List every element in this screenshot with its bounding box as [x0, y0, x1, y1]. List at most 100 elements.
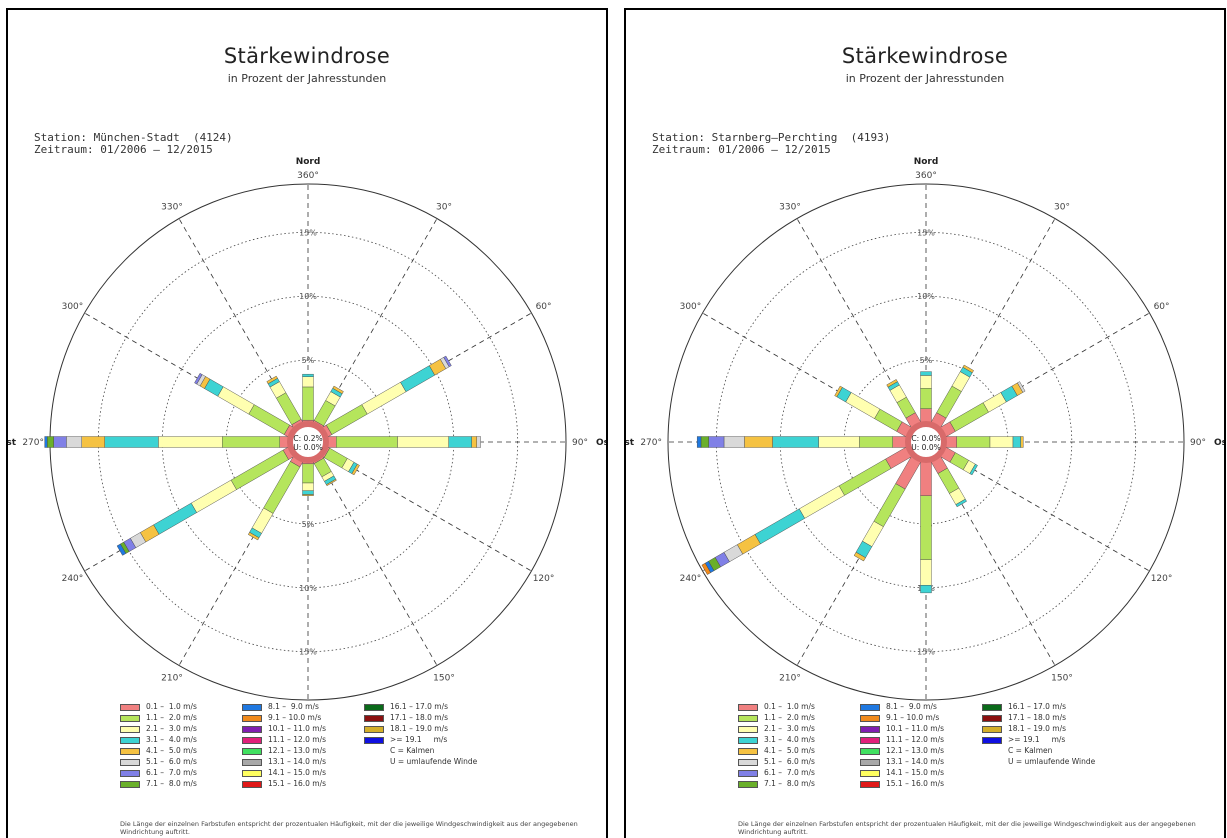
direction-spoke — [307, 441, 438, 666]
bar-segment — [302, 373, 314, 377]
radial-tick-label: 10% — [917, 292, 935, 301]
variable-value: U: 0.0% — [293, 443, 322, 452]
legend-label: 17.1 – 18.0 m/s — [1008, 713, 1067, 722]
direction-spoke — [84, 312, 309, 443]
legend-label: 3.1 – 4.0 m/s — [764, 735, 815, 744]
compass-label-east: Ost — [1214, 438, 1226, 448]
legend-swatch — [242, 736, 262, 744]
bar-segment — [845, 392, 881, 419]
direction-spoke — [925, 441, 1150, 572]
legend-item: >= 19.1 m/s — [364, 735, 447, 745]
bar-segment — [701, 562, 711, 575]
legend-swatch — [242, 758, 262, 766]
bar-segment — [962, 364, 974, 373]
legend-label: 5.1 – 6.0 m/s — [764, 757, 815, 766]
angle-label: 60° — [536, 302, 552, 312]
angle-label: 30° — [1054, 202, 1070, 212]
radial-tick-label: 5% — [302, 520, 315, 529]
legend-label: 6.1 – 7.0 m/s — [146, 768, 197, 777]
legend-label: 12.1 – 13.0 m/s — [268, 746, 327, 755]
legend-item: 5.1 – 6.0 m/s — [738, 757, 815, 767]
legend-label: 9.1 – 10.0 m/s — [886, 713, 940, 722]
direction-spoke — [925, 441, 1056, 666]
compass-label-east: Ost — [596, 438, 608, 448]
station-name: Station: Starnberg–Perchting (4193) — [652, 131, 891, 144]
bar-segment — [448, 436, 472, 448]
compass-label-north: Nord — [296, 157, 321, 167]
angle-label: 360° — [297, 171, 319, 181]
calm-value: C: 0.0% — [911, 434, 940, 443]
direction-bar — [943, 436, 1024, 448]
legend-item: 16.1 – 17.0 m/s — [982, 702, 1066, 712]
angle-label: 240° — [680, 574, 702, 584]
legend-swatch — [860, 736, 880, 744]
bar-segment — [190, 479, 237, 513]
legend-item: 15.1 – 16.0 m/s — [860, 779, 944, 789]
legend-label: 11.1 – 12.0 m/s — [268, 735, 327, 744]
bar-segment — [116, 543, 127, 556]
legend-item: 0.1 – 1.0 m/s — [738, 702, 815, 712]
chart-subtitle: in Prozent der Jahresstunden — [227, 72, 387, 85]
legend-item: 14.1 – 15.0 m/s — [242, 768, 326, 778]
angle-label: 300° — [62, 302, 84, 312]
bar-segment — [104, 436, 159, 448]
legend-label: 8.1 – 9.0 m/s — [268, 702, 319, 711]
legend-swatch — [738, 769, 758, 777]
angle-label: 330° — [779, 202, 801, 212]
direction-bar — [920, 371, 932, 425]
angle-label: 150° — [1051, 674, 1073, 684]
bar-segment — [874, 408, 903, 432]
legend-label: >= 19.1 m/s — [1008, 735, 1066, 744]
bar-segment — [859, 436, 893, 448]
legend-swatch — [364, 714, 384, 722]
bar-segment — [920, 371, 932, 376]
angle-label: 30° — [436, 202, 452, 212]
legend-swatch — [120, 703, 140, 711]
legend-swatch — [982, 725, 1002, 733]
legend-label: 14.1 – 15.0 m/s — [268, 768, 327, 777]
legend-item: 6.1 – 7.0 m/s — [120, 768, 197, 778]
bar-segment — [247, 532, 260, 541]
bar-segment — [1017, 381, 1026, 393]
bar-segment — [873, 483, 906, 528]
bar-segment — [838, 458, 892, 496]
bar-segment — [818, 436, 860, 448]
angle-label: 90° — [572, 438, 588, 448]
bar-segment — [969, 463, 978, 476]
legend-label: 15.1 – 16.0 m/s — [886, 779, 945, 788]
bar-segment — [798, 485, 845, 519]
station-info: Station: Starnberg–Perchting (4193) Zeit… — [652, 132, 890, 156]
legend-item: 6.1 – 7.0 m/s — [738, 768, 815, 778]
angle-label: 60° — [1154, 302, 1170, 312]
windrose-chart: 5%5%10%10%15%15%360°30°60°90°120°150°180… — [626, 157, 1226, 701]
footnote: Die Länge der einzelnen Farbstufen entsp… — [120, 820, 578, 836]
legend-note: U = umlaufende Winde — [1008, 757, 1096, 766]
bar-segment — [920, 375, 932, 389]
legend-swatch — [242, 714, 262, 722]
bar-segment — [217, 386, 255, 415]
radial-tick-label: 15% — [917, 648, 935, 657]
chart-title: Stärkewindrose — [841, 44, 1009, 68]
legend-label: 10.1 – 11.0 m/s — [268, 724, 327, 733]
bar-segment — [397, 436, 449, 448]
legend-item: 12.1 – 13.0 m/s — [860, 746, 944, 756]
radial-tick-label: 5% — [920, 356, 933, 365]
bar-segment — [754, 508, 805, 545]
direction-bar — [929, 364, 974, 430]
bar-segment — [696, 436, 702, 448]
bar-segment — [476, 436, 481, 448]
direction-spoke — [307, 218, 438, 443]
bar-segment — [949, 402, 989, 432]
footnote: Die Länge der einzelnen Farbstufen entsp… — [738, 820, 1196, 836]
legend-item: 2.1 – 3.0 m/s — [738, 724, 815, 734]
legend-item: 8.1 – 9.0 m/s — [860, 702, 937, 712]
legend-label: 10.1 – 11.0 m/s — [886, 724, 945, 733]
legend-swatch — [242, 725, 262, 733]
direction-bar — [853, 454, 923, 562]
legend-item: 0.1 – 1.0 m/s — [120, 702, 197, 712]
radial-tick-label: 10% — [299, 584, 317, 593]
direction-spoke — [178, 441, 309, 666]
bar-segment — [853, 551, 866, 562]
bar-segment — [1020, 436, 1024, 448]
legend-swatch — [738, 714, 758, 722]
